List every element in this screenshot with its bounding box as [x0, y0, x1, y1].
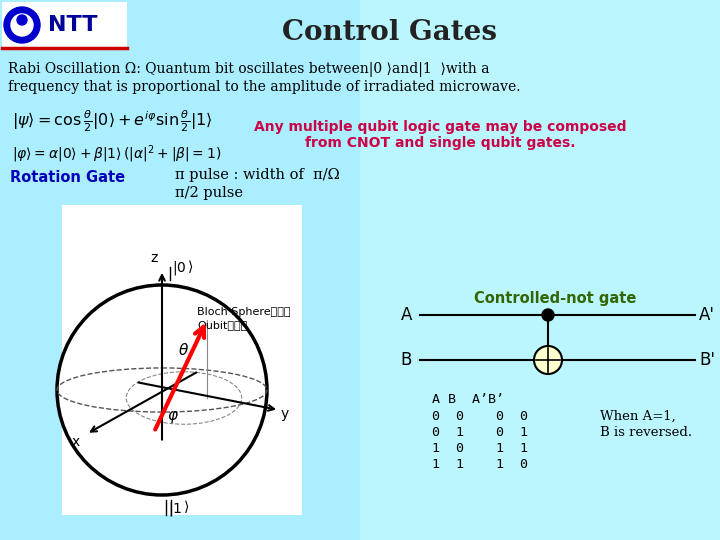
Text: 1  0    1  1: 1 0 1 1: [432, 442, 528, 455]
Text: 0  0    0  0: 0 0 0 0: [432, 410, 528, 423]
Text: Any multiple qubit logic gate may be composed: Any multiple qubit logic gate may be com…: [253, 120, 626, 134]
Circle shape: [17, 15, 27, 25]
Circle shape: [534, 346, 562, 374]
Text: Control Gates: Control Gates: [282, 19, 498, 46]
Circle shape: [11, 14, 33, 36]
Text: Controlled-not gate: Controlled-not gate: [474, 291, 636, 306]
Text: Bloch Sphereによる: Bloch Sphereによる: [197, 307, 290, 317]
Text: 1  1    1  0: 1 1 1 0: [432, 458, 528, 471]
Text: from CNOT and single qubit gates.: from CNOT and single qubit gates.: [305, 136, 575, 150]
Bar: [360, 0, 720, 540]
Text: π pulse : width of  π/Ω: π pulse : width of π/Ω: [175, 168, 340, 182]
Text: B': B': [699, 351, 715, 369]
Text: $\rangle$: $\rangle$: [183, 498, 189, 515]
Text: y: y: [281, 407, 289, 421]
Text: NTT: NTT: [48, 15, 97, 35]
Text: $|\psi\rangle = \cos\frac{\theta}{2}|0\rangle + e^{i\varphi}\sin\frac{\theta}{2}: $|\psi\rangle = \cos\frac{\theta}{2}|0\r…: [12, 108, 212, 134]
Text: $\varphi$: $\varphi$: [167, 409, 179, 425]
Text: A': A': [699, 306, 715, 324]
Text: When A=1,: When A=1,: [600, 410, 676, 423]
Text: $\theta$: $\theta$: [178, 342, 189, 358]
Text: B is reversed.: B is reversed.: [600, 426, 692, 439]
Text: 0  1    0  1: 0 1 0 1: [432, 426, 528, 439]
Circle shape: [4, 7, 40, 43]
Text: B: B: [400, 351, 412, 369]
Bar: [62, 205, 302, 515]
Text: π/2 pulse: π/2 pulse: [175, 186, 243, 200]
Circle shape: [57, 285, 267, 495]
Text: Qubitの表現: Qubitの表現: [197, 320, 247, 330]
Text: frequency that is proportional to the amplitude of irradiated microwave.: frequency that is proportional to the am…: [8, 80, 521, 94]
Circle shape: [542, 309, 554, 321]
Text: x: x: [72, 435, 80, 449]
Text: A B  A’B’: A B A’B’: [432, 393, 504, 406]
Text: Rotation Gate: Rotation Gate: [10, 170, 125, 185]
Bar: [2, 2, 127, 48]
Text: z: z: [150, 251, 158, 265]
Text: $|1$: $|1$: [168, 500, 182, 518]
Text: A: A: [400, 306, 412, 324]
Text: $|0$: $|0$: [172, 259, 186, 277]
Text: Rabi Oscillation Ω: Quantum bit oscillates between|0 ⟩and|1  ⟩with a: Rabi Oscillation Ω: Quantum bit oscillat…: [8, 62, 490, 77]
Text: $|\varphi\rangle = \alpha|0\rangle + \beta|1\rangle\,(|\alpha|^2+|\beta|=1)$: $|\varphi\rangle = \alpha|0\rangle + \be…: [12, 143, 221, 165]
Text: $\rangle$: $\rangle$: [187, 258, 193, 275]
